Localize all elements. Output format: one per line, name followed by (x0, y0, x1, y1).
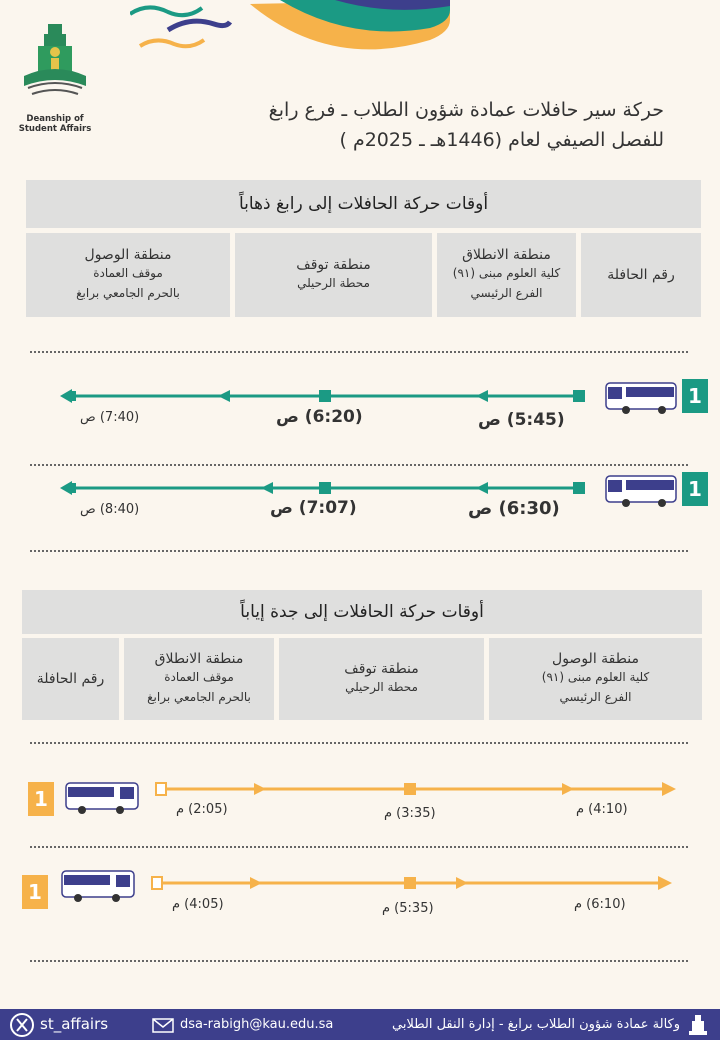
bus-icon (65, 782, 139, 814)
col-line-2: بالحرم الجامعي برابغ (147, 690, 251, 704)
departure-time: (2:05) م (176, 802, 228, 817)
col-title: منطقة الانطلاق (462, 247, 551, 263)
page-title: حركة سير حافلات عمادة شؤون الطلاب ـ فرع … (104, 95, 664, 155)
route-line-return-1 (155, 782, 676, 796)
bus-icon (605, 382, 677, 414)
divider (30, 742, 688, 744)
title-line-2: للفصل الصيفي لعام (1446هـ ـ 2025م ) (339, 129, 665, 151)
departure-time: (4:05) م (172, 897, 224, 912)
bus-number-badge: 1 (22, 875, 48, 909)
col-line-1: محطة الرحيلي (345, 680, 418, 694)
stop-time: (3:35) م (384, 806, 436, 821)
bus-number-badge: 1 (682, 379, 708, 413)
bus-number-badge: 1 (682, 472, 708, 506)
footer: st_affairs dsa-rabigh@kau.edu.sa وكالة ع… (0, 1009, 720, 1040)
departure-time: (6:30) ص (468, 498, 560, 519)
col-label: رقم الحافلة (607, 267, 675, 283)
arrival-time: (6:10) م (574, 897, 626, 912)
x-social-icon (10, 1013, 34, 1037)
divider (30, 960, 688, 962)
outbound-col-arrival: منطقة الوصول موقف العمادة بالحرم الجامعي… (26, 233, 230, 317)
col-label: رقم الحافلة (36, 671, 105, 687)
divider (30, 351, 688, 353)
route-line-return-2 (151, 876, 672, 890)
route-line-outbound-2 (60, 481, 585, 495)
bus-icon (605, 475, 677, 507)
col-line-1: كلية العلوم مبنى (٩١) (541, 670, 650, 684)
col-line-2: بالحرم الجامعي برابغ (76, 286, 180, 300)
col-line-1: محطة الرحيلي (297, 276, 370, 290)
col-line-2: الفرع الرئيسي (470, 286, 543, 300)
university-logo: Deanship of Student Affairs (6, 22, 104, 134)
bus-icon (61, 870, 135, 902)
outbound-heading: أوقات حركة الحافلات إلى رابغ ذهاباً (26, 180, 701, 228)
col-title: منطقة توقف (296, 257, 371, 273)
route-line-outbound-1 (60, 389, 585, 403)
departure-time: (5:45) ص (478, 410, 565, 430)
outbound-col-stop: منطقة توقف محطة الرحيلي (235, 233, 432, 317)
col-line-1: موقف العمادة (164, 670, 234, 684)
col-line-1: كلية العلوم مبنى (٩١) (452, 266, 561, 280)
outbound-col-departure: منطقة الانطلاق كلية العلوم مبنى (٩١) الف… (437, 233, 576, 317)
agency-name: وكالة عمادة شؤون الطلاب برابغ - إدارة ال… (391, 1017, 680, 1032)
stop-time: (5:35) م (382, 901, 434, 916)
bus-number-badge: 1 (28, 782, 54, 816)
decorative-waves (130, 0, 450, 50)
social-handle[interactable]: st_affairs (40, 1015, 109, 1033)
stop-time: (6:20) ص (276, 407, 363, 427)
logo-caption: Deanship of Student Affairs (18, 114, 92, 134)
divider (30, 550, 688, 552)
col-line-2: الفرع الرئيسي (559, 690, 632, 704)
divider (30, 464, 688, 466)
mail-icon (152, 1018, 174, 1033)
return-col-arrival: منطقة الوصول كلية العلوم مبنى (٩١) الفرع… (489, 638, 702, 720)
arrival-time: (4:10) م (576, 802, 628, 817)
col-title: منطقة توقف (344, 661, 419, 677)
col-title: منطقة الوصول (84, 247, 172, 263)
arrival-time: (7:40) ص (80, 410, 140, 425)
return-col-bus-no: رقم الحافلة (22, 638, 119, 720)
outbound-col-bus-no: رقم الحافلة (581, 233, 701, 317)
col-title: منطقة الوصول (552, 651, 639, 667)
title-line-1: حركة سير حافلات عمادة شؤون الطلاب ـ فرع … (268, 99, 664, 121)
col-title: منطقة الانطلاق (154, 651, 244, 667)
kau-small-logo-icon (689, 1015, 707, 1035)
return-col-stop: منطقة توقف محطة الرحيلي (279, 638, 484, 720)
kau-logo-icon (24, 24, 86, 95)
return-heading: أوقات حركة الحافلات إلى جدة إياباً (22, 590, 702, 634)
col-line-1: موقف العمادة (93, 266, 163, 280)
stop-time: (7:07) ص (270, 498, 357, 518)
divider (30, 846, 688, 848)
arrival-time: (8:40) ص (80, 502, 140, 517)
return-col-departure: منطقة الانطلاق موقف العمادة بالحرم الجام… (124, 638, 274, 720)
contact-email[interactable]: dsa-rabigh@kau.edu.sa (180, 1017, 334, 1032)
